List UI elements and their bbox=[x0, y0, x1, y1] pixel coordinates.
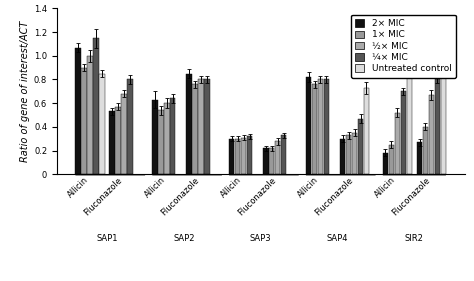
Bar bbox=[358, 119, 363, 174]
Bar bbox=[116, 107, 121, 174]
Bar bbox=[428, 95, 434, 174]
Bar bbox=[306, 77, 311, 174]
Bar bbox=[247, 136, 252, 174]
Text: SIR2: SIR2 bbox=[405, 234, 424, 243]
Bar bbox=[435, 80, 440, 174]
Bar bbox=[417, 142, 422, 174]
Bar bbox=[109, 112, 115, 174]
Bar bbox=[198, 80, 204, 174]
Bar bbox=[204, 80, 210, 174]
Text: SAP2: SAP2 bbox=[173, 234, 195, 243]
Bar bbox=[75, 47, 81, 174]
Bar bbox=[423, 127, 428, 174]
Text: SAP1: SAP1 bbox=[96, 234, 118, 243]
Y-axis label: Ratio of gene of interest/ACT: Ratio of gene of interest/ACT bbox=[20, 21, 30, 162]
Text: SAP3: SAP3 bbox=[250, 234, 272, 243]
Bar bbox=[407, 64, 412, 174]
Bar bbox=[128, 80, 133, 174]
Bar bbox=[269, 148, 274, 174]
Bar bbox=[275, 141, 281, 174]
Bar bbox=[263, 148, 268, 174]
Bar bbox=[346, 135, 351, 174]
Bar bbox=[281, 135, 286, 174]
Bar bbox=[241, 137, 246, 174]
Bar bbox=[318, 80, 323, 174]
Bar bbox=[121, 94, 127, 174]
Bar bbox=[164, 103, 170, 174]
Bar bbox=[235, 139, 240, 174]
Bar bbox=[229, 139, 235, 174]
Bar bbox=[441, 50, 446, 174]
Bar bbox=[352, 133, 357, 174]
Bar bbox=[186, 74, 191, 174]
Bar bbox=[324, 80, 329, 174]
Bar bbox=[312, 84, 317, 174]
Bar bbox=[82, 68, 87, 174]
Bar bbox=[87, 56, 93, 174]
Bar bbox=[99, 74, 105, 174]
Bar bbox=[152, 100, 157, 174]
Bar bbox=[93, 38, 99, 174]
Bar bbox=[340, 139, 346, 174]
Bar bbox=[389, 145, 394, 174]
Bar bbox=[401, 91, 406, 174]
Bar bbox=[364, 88, 369, 174]
Bar bbox=[158, 110, 164, 174]
Bar bbox=[383, 153, 388, 174]
Bar bbox=[192, 84, 198, 174]
Text: SAP4: SAP4 bbox=[327, 234, 348, 243]
Bar bbox=[395, 113, 400, 174]
Bar bbox=[170, 98, 175, 174]
Legend: 2× MIC, 1× MIC, ½× MIC, ¼× MIC, Untreated control: 2× MIC, 1× MIC, ½× MIC, ¼× MIC, Untreate… bbox=[351, 15, 456, 78]
